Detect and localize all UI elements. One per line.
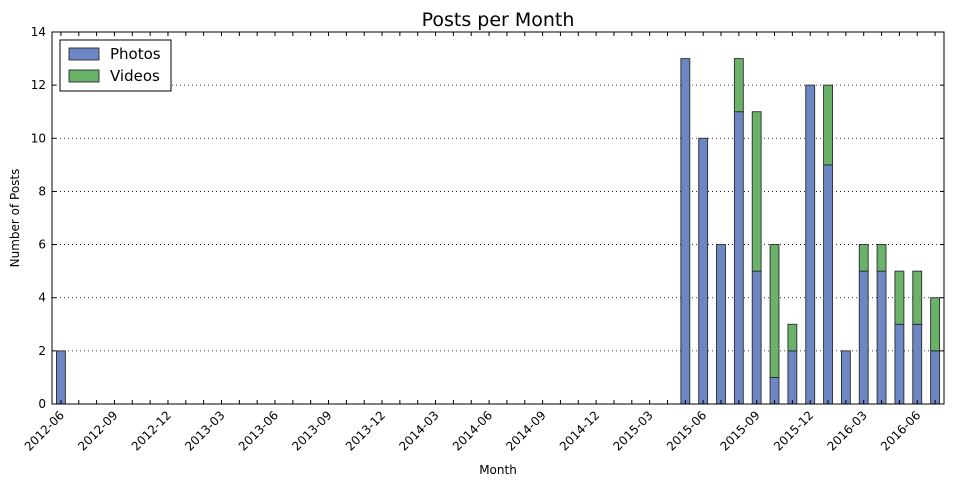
y-tick-label: 14 [31, 25, 46, 39]
x-tick-label: 2016-06 [878, 408, 923, 453]
x-tick-label: 2012-12 [129, 408, 174, 453]
bar-videos-2016-05 [894, 270, 905, 325]
bar-photos-2016-06 [912, 323, 923, 405]
bar-photos-2015-05 [680, 58, 691, 405]
grid-lines [52, 84, 944, 352]
bar-photos-2012-06 [56, 350, 66, 405]
bar-photos-2015-11 [787, 350, 798, 405]
bar-videos-2016-01 [823, 84, 833, 166]
y-tick-label: 0 [38, 397, 46, 411]
legend: Photos Videos [59, 39, 172, 92]
x-tick-label: 2012-06 [22, 408, 67, 453]
bar-photos-2015-09 [751, 270, 762, 405]
y-tick-label: 8 [38, 184, 46, 198]
y-axis: 0 2 4 6 8 10 12 14 [31, 25, 944, 411]
x-tick-label: 2015-03 [610, 408, 655, 453]
x-tick-label: 2016-03 [824, 408, 869, 453]
x-tick-label: 2015-09 [717, 408, 762, 453]
legend-swatch-videos [68, 69, 100, 83]
x-tick-label: 2013-12 [343, 408, 388, 453]
x-tick-label: 2015-06 [664, 408, 709, 453]
bar-photos-2015-06 [698, 137, 709, 405]
bar-videos-2016-07 [930, 297, 940, 352]
bar-photos-2016-02 [840, 350, 851, 405]
bar-photos-2016-03 [858, 270, 869, 405]
bar-videos-2015-11 [787, 323, 798, 352]
y-tick-label: 2 [38, 344, 46, 358]
bar-photos-2015-07 [716, 244, 726, 405]
x-tick-label: 2013-09 [289, 408, 334, 453]
bar-photos-2016-05 [894, 323, 905, 405]
legend-label-photos: Photos [110, 45, 161, 63]
bar-photos-2016-01 [823, 164, 833, 405]
bar-videos-2015-10 [769, 244, 780, 378]
bar-videos-2016-03 [858, 244, 869, 272]
bar-photos-2016-04 [876, 270, 887, 405]
bar-photos-2015-12 [805, 84, 816, 405]
bar-photos-2015-08 [733, 111, 744, 405]
x-axis: 2012-06 2012-09 2012-12 2013-03 2013-06 2013-… [22, 32, 936, 454]
y-tick-label: 4 [38, 291, 46, 305]
x-tick-label: 2013-03 [182, 408, 227, 453]
bar-videos-2016-04 [876, 244, 887, 272]
x-axis-label: Month [479, 463, 517, 477]
legend-label-videos: Videos [110, 67, 160, 85]
x-tick-label: 2014-03 [396, 408, 441, 453]
plot-frame [51, 31, 945, 405]
y-tick-label: 10 [31, 131, 46, 145]
bars [56, 58, 940, 405]
x-tick-label: 2014-09 [503, 408, 548, 453]
y-axis-label: Number of Posts [8, 169, 22, 268]
legend-swatch-photos [68, 47, 100, 61]
y-tick-label: 12 [31, 78, 46, 92]
x-tick-label: 2015-12 [771, 408, 816, 453]
y-tick-label: 6 [38, 238, 46, 252]
bar-videos-2015-08 [733, 58, 744, 113]
bar-photos-2016-07 [930, 350, 940, 405]
x-tick-label: 2013-06 [236, 408, 281, 453]
bar-videos-2016-06 [912, 270, 923, 325]
x-tick-label: 2014-06 [450, 408, 495, 453]
x-tick-label: 2012-09 [75, 408, 120, 453]
x-tick-label: 2014-12 [557, 408, 602, 453]
chart-title: Posts per Month [422, 9, 575, 31]
bar-videos-2015-09 [751, 111, 762, 272]
